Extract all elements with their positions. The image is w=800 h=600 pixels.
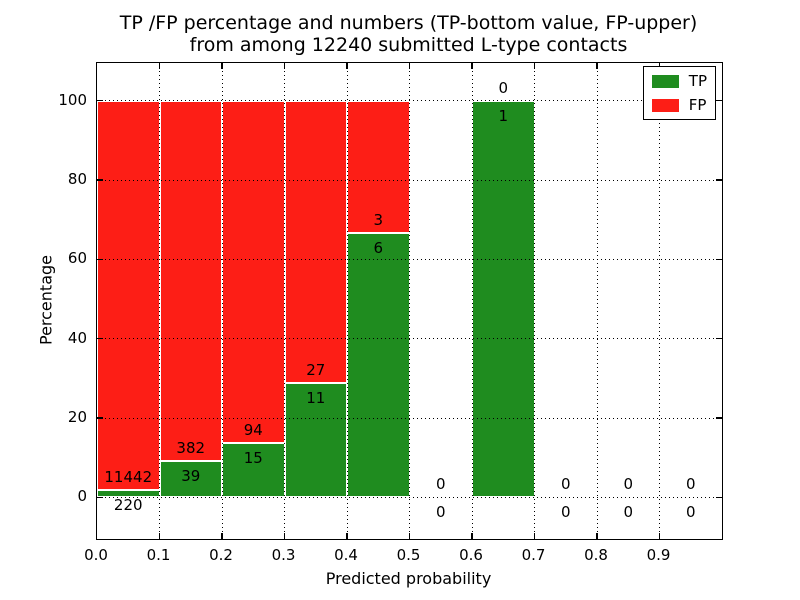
bar-value-label-fp: 0: [685, 475, 696, 494]
x-tick-label: 0.1: [146, 546, 171, 564]
x-tick-label: 0.0: [84, 546, 108, 564]
x-tick-top: [408, 63, 411, 69]
y-tick-left: [97, 338, 103, 340]
gridline-vertical: [159, 63, 160, 539]
y-tick-right: [716, 417, 722, 419]
y-tick-label: 80: [67, 170, 87, 189]
x-tick-top: [533, 63, 536, 69]
chart-title-line1: TP /FP percentage and numbers (TP-bottom…: [119, 12, 698, 34]
x-tick-bottom: [596, 533, 598, 539]
x-tick-bottom: [346, 533, 348, 539]
x-tick-label: 0.8: [584, 546, 608, 564]
x-tick-bottom: [283, 533, 286, 539]
y-tick-left: [97, 100, 103, 102]
plot-area: TP FP 11442 220 382 39 94 15 27 11 3 6 0 0 0 1 0 0 0 0 0 0: [96, 62, 723, 540]
bar-value-label-fp: 0: [560, 475, 571, 494]
y-tick-right: [716, 258, 722, 260]
bar-value-label-tp: 11: [306, 388, 326, 407]
y-tick-label: 100: [58, 90, 87, 109]
y-tick-label: 40: [67, 328, 87, 347]
y-tick-right: [716, 496, 722, 498]
bar-value-label-fp: 94: [243, 420, 263, 439]
x-tick-top: [283, 63, 286, 69]
bar-value-label-tp: 220: [113, 495, 143, 514]
y-tick-label: 60: [67, 249, 87, 268]
chart-title-line2: from among 12240 submitted L-type contac…: [189, 34, 628, 56]
x-tick-label: 0.7: [521, 546, 546, 564]
x-tick-top: [471, 63, 473, 69]
tp-color-swatch: [651, 74, 679, 88]
fp-color-swatch: [651, 98, 679, 112]
x-tick-top: [221, 63, 223, 69]
gridline-vertical: [659, 63, 660, 539]
bar-value-label-fp: 3: [373, 210, 384, 229]
bar-value-label-tp: 6: [373, 238, 384, 257]
bar-value-label-fp: 0: [498, 78, 509, 97]
bar-value-label-fp: 11442: [104, 467, 153, 486]
bar-value-label-tp: 0: [623, 503, 634, 522]
x-axis-label: Predicted probability: [325, 569, 492, 588]
bar-value-label-tp: 0: [560, 503, 571, 522]
y-tick-label: 20: [67, 408, 87, 427]
y-tick-right: [716, 179, 722, 181]
bar-tp: [347, 232, 410, 498]
legend-item-fp: FP: [651, 96, 707, 114]
bar-tp: [472, 100, 535, 498]
legend-label-tp: TP: [688, 72, 707, 90]
y-tick-left: [97, 258, 103, 260]
bar-value-label-fp: 0: [623, 475, 634, 494]
x-tick-bottom: [221, 533, 223, 539]
y-tick-label: 0: [77, 487, 87, 506]
gridline-vertical: [346, 63, 348, 539]
legend-item-tp: TP: [651, 72, 707, 90]
gridline-vertical: [284, 63, 285, 539]
y-tick-left: [97, 179, 103, 181]
y-tick-right: [716, 338, 722, 340]
x-tick-bottom: [658, 533, 661, 539]
x-tick-bottom: [533, 533, 536, 539]
bar-value-label-tp: 0: [435, 503, 446, 522]
y-tick-left: [97, 496, 103, 498]
gridline-vertical: [409, 63, 410, 539]
x-tick-label: 0.5: [396, 546, 421, 564]
gridline-vertical: [471, 63, 473, 539]
bar-value-label-tp: 39: [181, 466, 201, 485]
gridline-vertical: [221, 63, 223, 539]
bar-fp: [284, 100, 347, 383]
bar-value-label-fp: 27: [306, 360, 326, 379]
bar-fp: [222, 100, 285, 443]
legend-label-fp: FP: [688, 96, 707, 114]
bar-value-label-tp: 1: [498, 106, 509, 125]
gridline-vertical: [534, 63, 535, 539]
x-tick-label: 0.9: [646, 546, 671, 564]
y-tick-right: [716, 100, 722, 102]
x-tick-label: 0.4: [334, 546, 358, 564]
legend: TP FP: [642, 66, 716, 120]
x-tick-label: 0.6: [459, 546, 483, 564]
gridline-vertical: [596, 63, 598, 539]
x-tick-label: 0.2: [209, 546, 233, 564]
x-tick-label: 0.3: [271, 546, 296, 564]
chart-title: TP /FP percentage and numbers (TP-bottom…: [96, 12, 721, 56]
x-tick-bottom: [408, 533, 411, 539]
x-tick-top: [596, 63, 598, 69]
bar-value-label-tp: 15: [243, 448, 263, 467]
bar-value-label-fp: 0: [435, 475, 446, 494]
x-tick-bottom: [158, 533, 161, 539]
bar-fp: [97, 100, 160, 490]
x-tick-top: [158, 63, 161, 69]
x-tick-bottom: [471, 533, 473, 539]
bar-fp: [159, 100, 222, 461]
x-tick-top: [346, 63, 348, 69]
bar-value-label-tp: 0: [685, 503, 696, 522]
bar-value-label-fp: 382: [176, 438, 206, 457]
y-tick-left: [97, 417, 103, 419]
